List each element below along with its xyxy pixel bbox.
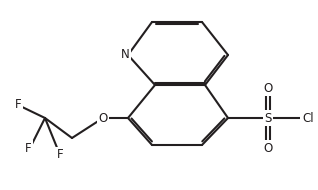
Text: S: S — [264, 112, 272, 124]
Text: O: O — [98, 112, 107, 124]
Text: O: O — [263, 82, 273, 94]
Text: F: F — [57, 149, 63, 162]
Text: N: N — [121, 48, 129, 62]
Text: F: F — [25, 142, 31, 154]
Text: Cl: Cl — [302, 112, 314, 124]
Text: F: F — [15, 98, 21, 112]
Text: O: O — [263, 142, 273, 154]
